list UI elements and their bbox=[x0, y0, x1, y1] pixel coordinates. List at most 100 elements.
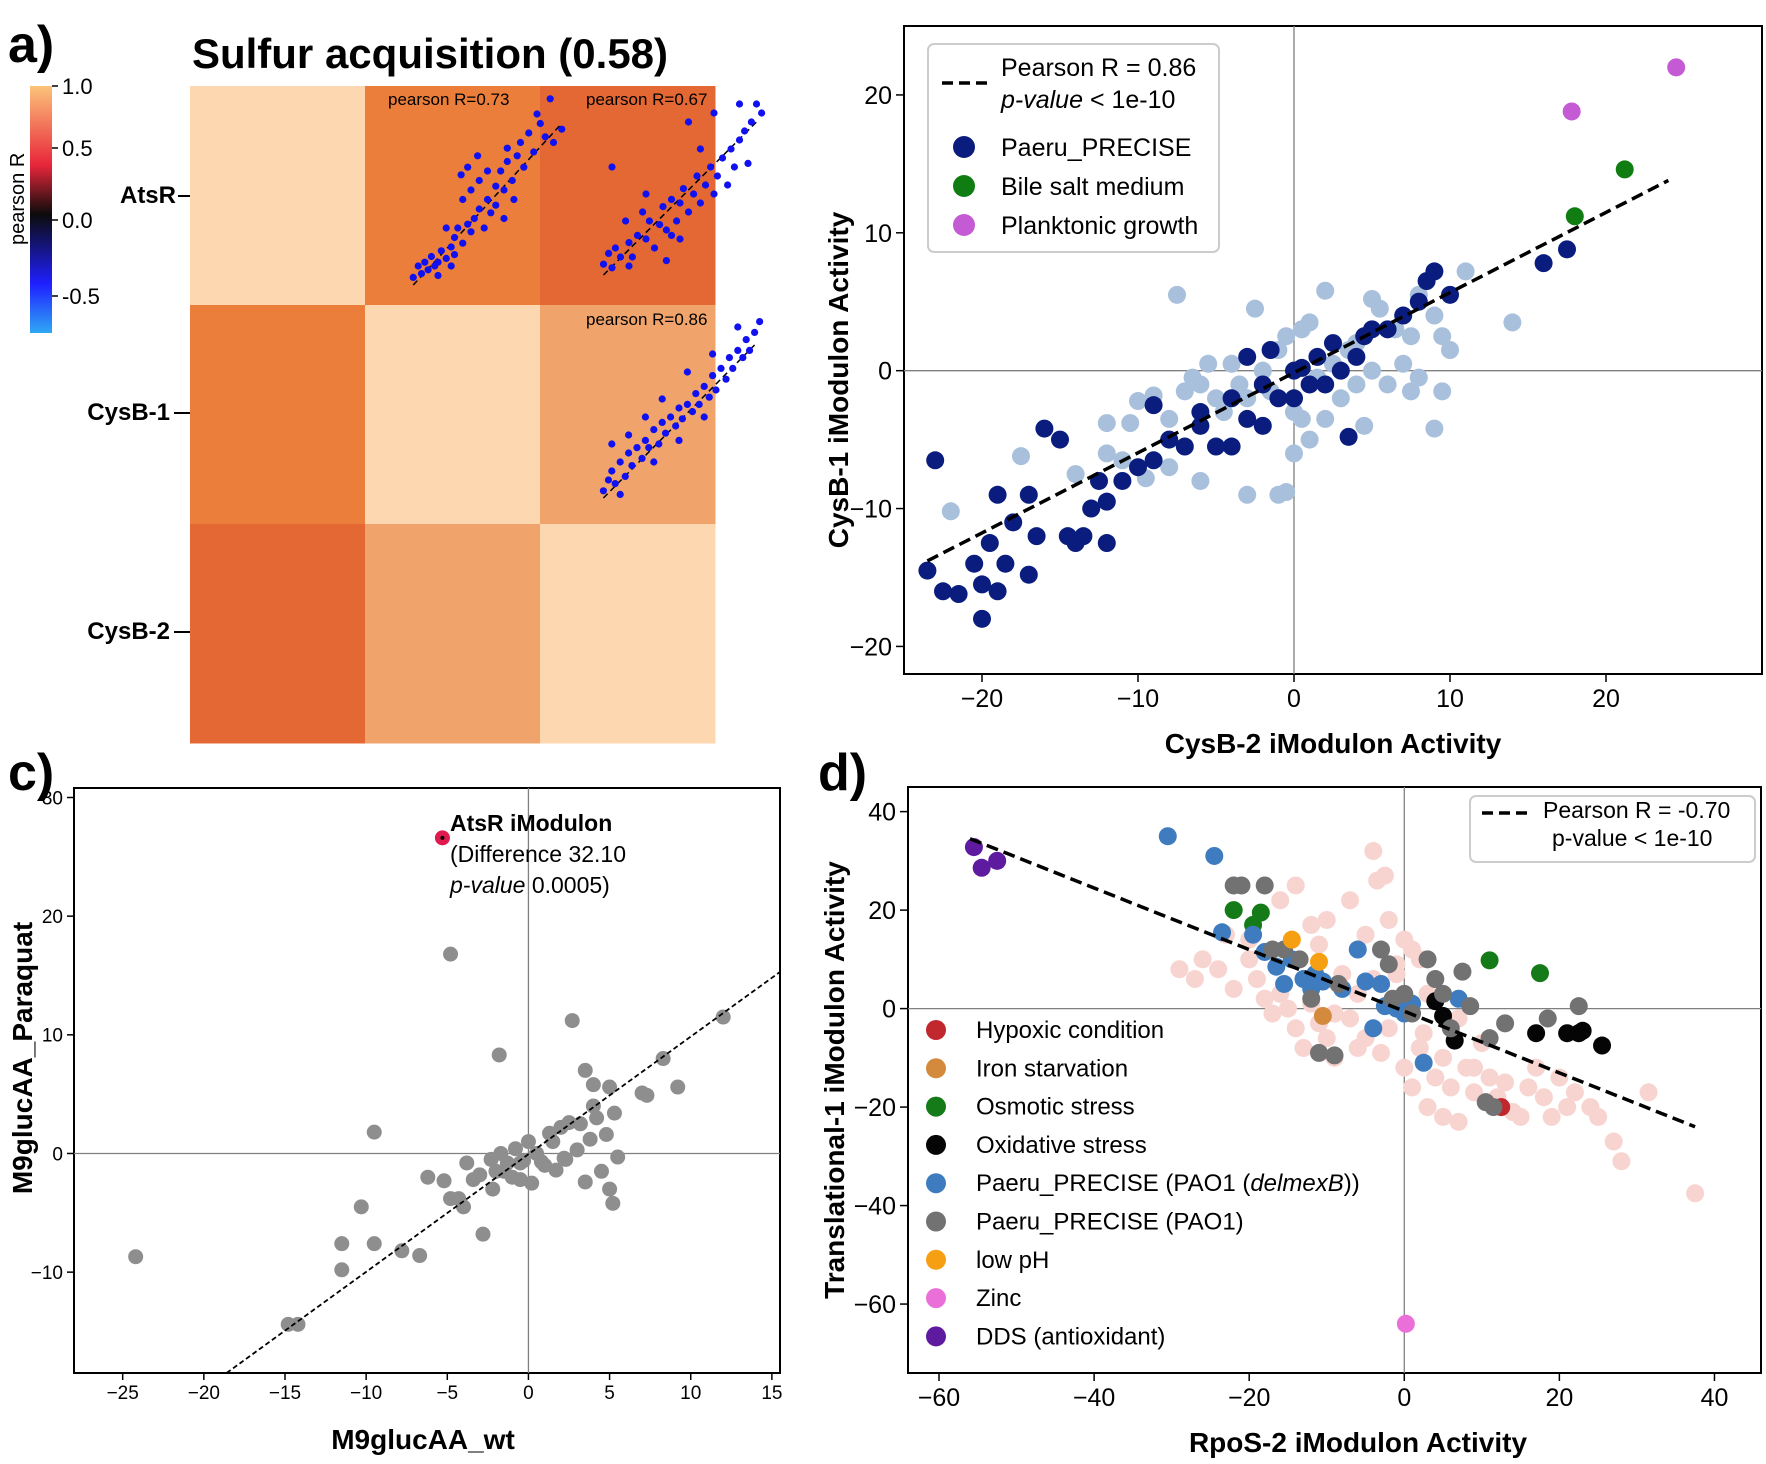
data-point bbox=[1191, 416, 1210, 435]
data-point bbox=[988, 582, 1007, 601]
inset-point bbox=[695, 400, 703, 408]
inset-point bbox=[424, 266, 432, 274]
data-point bbox=[1238, 409, 1257, 428]
data-point bbox=[1480, 1029, 1499, 1048]
inset-point bbox=[549, 138, 558, 147]
inset-point bbox=[684, 208, 693, 216]
data-point bbox=[1484, 1098, 1503, 1117]
background-point bbox=[1230, 375, 1249, 394]
legend-categories: Hypoxic condition Iron starvation Osmotic … bbox=[926, 1017, 1360, 1350]
inset-point bbox=[474, 152, 482, 160]
background-point bbox=[1356, 925, 1375, 944]
data-point bbox=[1538, 1009, 1557, 1028]
background-point bbox=[670, 1079, 686, 1095]
inset-point bbox=[747, 118, 756, 126]
legend-marker bbox=[926, 1134, 946, 1155]
inset-point bbox=[655, 440, 663, 448]
data-point bbox=[1222, 437, 1241, 456]
background-point bbox=[1238, 485, 1257, 504]
inset-point bbox=[434, 258, 442, 266]
inset-point bbox=[541, 133, 549, 141]
data-point bbox=[1414, 1053, 1433, 1072]
legend-label: low pH bbox=[976, 1247, 1049, 1274]
data-point bbox=[1253, 375, 1272, 394]
legend-marker bbox=[926, 1288, 946, 1309]
background-point bbox=[499, 1155, 515, 1171]
inset-point bbox=[492, 201, 500, 209]
background-point bbox=[436, 1173, 452, 1189]
inset-point bbox=[530, 148, 538, 156]
inset-point bbox=[459, 195, 467, 204]
data-point bbox=[1569, 997, 1588, 1016]
inset-point bbox=[470, 214, 478, 223]
fit-line bbox=[226, 971, 781, 1374]
background-point bbox=[1686, 1184, 1705, 1203]
inset-point bbox=[508, 176, 516, 185]
x-tick-label: −20 bbox=[188, 1383, 220, 1404]
inset-point bbox=[752, 100, 761, 108]
heatmap-cell bbox=[190, 524, 366, 744]
inset-point bbox=[683, 368, 692, 376]
data-point bbox=[1348, 940, 1367, 959]
inset-point bbox=[656, 221, 664, 229]
inset-point bbox=[744, 159, 752, 167]
y-tick-label: −10 bbox=[31, 1263, 63, 1284]
background-point bbox=[1433, 382, 1452, 401]
data-point bbox=[973, 575, 991, 594]
legend: Pearson R = 0.86 p-value < 1e-10 Paeru_P… bbox=[927, 43, 1220, 253]
data-point bbox=[980, 534, 999, 553]
inset-label: pearson R=0.73 bbox=[388, 90, 509, 109]
data-point bbox=[1409, 292, 1428, 311]
y-tick-label: −60 bbox=[854, 1291, 896, 1319]
inset-point bbox=[628, 253, 637, 261]
inset-point bbox=[709, 372, 717, 380]
legend-marker bbox=[926, 1096, 946, 1117]
data-point bbox=[1378, 320, 1397, 339]
heatmap-cell bbox=[365, 86, 541, 306]
inset-point bbox=[503, 157, 511, 166]
data-point bbox=[1558, 240, 1576, 259]
inset-point bbox=[745, 346, 754, 354]
y-tick-label: 0 bbox=[882, 996, 896, 1024]
y-tick-label: 10 bbox=[864, 220, 892, 248]
inset-point bbox=[639, 208, 647, 216]
colorbar-tick-2: 0.5 bbox=[62, 136, 93, 161]
inset-point bbox=[520, 163, 528, 171]
inset-point bbox=[464, 163, 472, 171]
background-point bbox=[1012, 447, 1030, 466]
background-point bbox=[353, 1199, 369, 1215]
inset-point bbox=[650, 458, 658, 466]
inset-point bbox=[497, 167, 505, 175]
data-point bbox=[1309, 952, 1328, 971]
inset-point bbox=[611, 480, 619, 488]
background-point bbox=[512, 1172, 528, 1188]
inset-point bbox=[510, 195, 518, 204]
background-point bbox=[1271, 891, 1290, 910]
background-point bbox=[1277, 483, 1296, 502]
data-point bbox=[934, 582, 952, 601]
legend-fit-label: Pearson R = 0.86 bbox=[1001, 54, 1196, 82]
inset-point bbox=[633, 444, 641, 452]
background-point bbox=[545, 1134, 561, 1150]
plot-area bbox=[73, 787, 781, 1374]
background-point bbox=[1309, 935, 1328, 954]
background-point bbox=[1511, 1107, 1530, 1126]
data-point bbox=[1207, 437, 1225, 456]
background-point bbox=[520, 1134, 536, 1150]
inset-point bbox=[650, 426, 658, 434]
y-tick-label: −40 bbox=[854, 1193, 896, 1221]
x-tick-label: −20 bbox=[1228, 1384, 1270, 1412]
background-point bbox=[1409, 368, 1428, 387]
inset-point bbox=[758, 109, 766, 117]
inset-point bbox=[605, 249, 613, 257]
data-point bbox=[1232, 876, 1251, 895]
background-point bbox=[1278, 999, 1297, 1018]
data-point bbox=[1097, 492, 1116, 511]
inset-point bbox=[707, 163, 715, 171]
inset-point bbox=[611, 244, 620, 252]
inset-point bbox=[700, 413, 708, 421]
inset-point bbox=[710, 190, 718, 198]
inset-point bbox=[672, 422, 680, 430]
inset-point bbox=[734, 346, 742, 354]
data-point bbox=[1425, 262, 1444, 281]
